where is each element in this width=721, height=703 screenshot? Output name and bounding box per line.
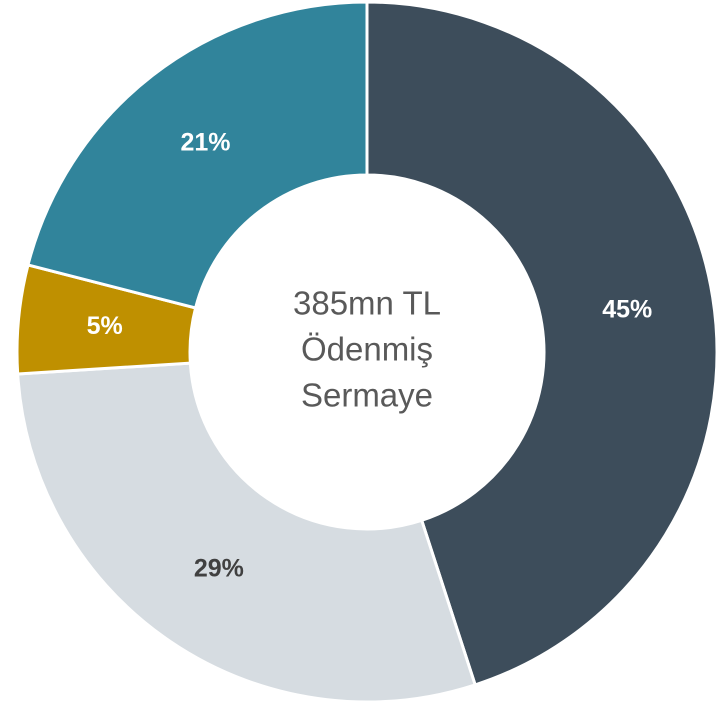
center-label: Ödenmiş [301, 331, 433, 368]
donut-slice [26, 0, 369, 310]
value-label: 29% [194, 555, 244, 583]
value-label: 45% [602, 295, 652, 323]
center-label: 385mn TL [293, 285, 441, 322]
value-label: 5% [87, 312, 123, 340]
center-label: Sermaye [301, 377, 433, 414]
donut-slice [16, 361, 478, 703]
donut-slice [365, 0, 719, 687]
value-label: 21% [180, 128, 230, 156]
